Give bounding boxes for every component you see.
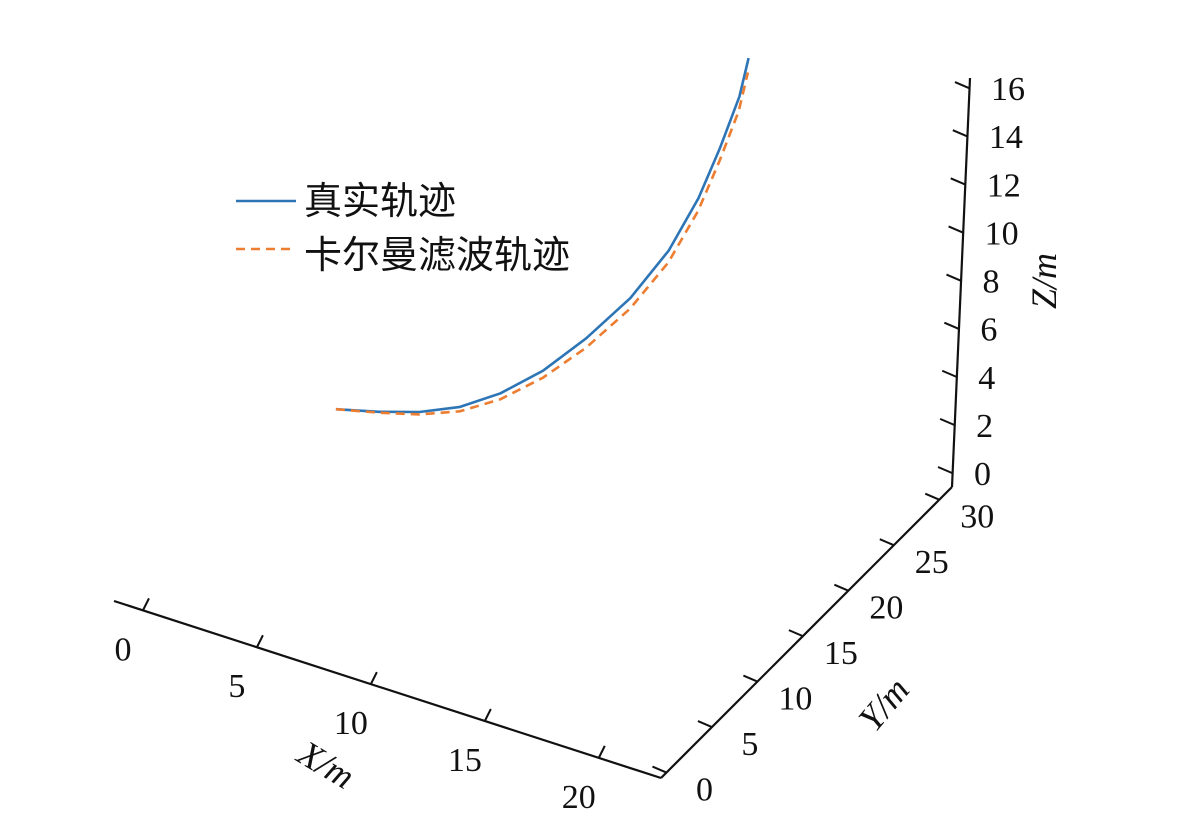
series-group xyxy=(335,57,750,416)
x-tick-mark xyxy=(597,745,606,759)
x-tick-label: 5 xyxy=(228,668,245,705)
z-tick-mark xyxy=(948,225,963,234)
y-tick-mark xyxy=(788,629,804,638)
y-tick-mark xyxy=(652,765,667,774)
z-tick-mark xyxy=(937,466,953,474)
z-tick-mark xyxy=(939,417,955,426)
x-tick-label: 15 xyxy=(448,742,482,779)
y-tick-label: 10 xyxy=(778,681,812,718)
y-tick-mark xyxy=(742,674,758,683)
x-tick-mark xyxy=(369,671,378,685)
legend: 真实轨迹 卡尔曼滤波轨迹 xyxy=(236,179,570,277)
y-tick-label: 0 xyxy=(696,772,713,809)
z-tick-label: 0 xyxy=(974,456,991,493)
y-axis-line xyxy=(660,486,953,779)
x-tick-mark xyxy=(142,597,150,611)
z-tick-mark xyxy=(941,369,957,378)
x-tick-label: 10 xyxy=(334,705,368,742)
z-tick-mark xyxy=(943,321,959,330)
z-tick-label: 8 xyxy=(982,264,999,301)
y-tick-label: 30 xyxy=(960,499,994,536)
z-tick-mark xyxy=(950,177,966,186)
series-line-1 xyxy=(335,72,750,416)
y-tick-label: 5 xyxy=(741,726,758,763)
z-axis-label: Z/m xyxy=(1024,253,1064,309)
x-axis-line xyxy=(113,599,662,780)
z-tick-label: 16 xyxy=(991,71,1025,108)
series-line-0 xyxy=(335,57,750,414)
z-tick-label: 6 xyxy=(980,312,997,349)
z-tick-mark xyxy=(946,273,961,282)
z-tick-label: 10 xyxy=(985,215,1019,252)
z-tick-mark xyxy=(954,81,970,89)
y-tick-mark xyxy=(697,720,713,728)
y-axis-label: Y/m xyxy=(850,670,917,739)
y-tick-label: 15 xyxy=(824,635,858,672)
x-tick-mark xyxy=(483,708,492,722)
z-tick-label: 12 xyxy=(987,167,1021,204)
x-tick-label: 20 xyxy=(562,779,596,816)
x-tick-label: 0 xyxy=(114,631,131,668)
legend-label-kalman-trajectory: 卡尔曼滤波轨迹 xyxy=(304,233,570,277)
legend-label-true-trajectory: 真实轨迹 xyxy=(304,179,456,223)
z-tick-label: 14 xyxy=(989,119,1023,156)
x-tick-mark xyxy=(256,634,264,648)
y-tick-mark xyxy=(879,538,895,547)
y-tick-label: 20 xyxy=(869,590,903,627)
z-tick-label: 2 xyxy=(976,408,993,445)
y-tick-mark xyxy=(924,492,940,501)
y-tick-label: 25 xyxy=(915,544,949,581)
z-tick-label: 4 xyxy=(978,360,995,397)
z-tick-mark xyxy=(952,129,968,138)
y-tick-mark xyxy=(833,583,849,592)
z-axis-line xyxy=(950,77,972,488)
